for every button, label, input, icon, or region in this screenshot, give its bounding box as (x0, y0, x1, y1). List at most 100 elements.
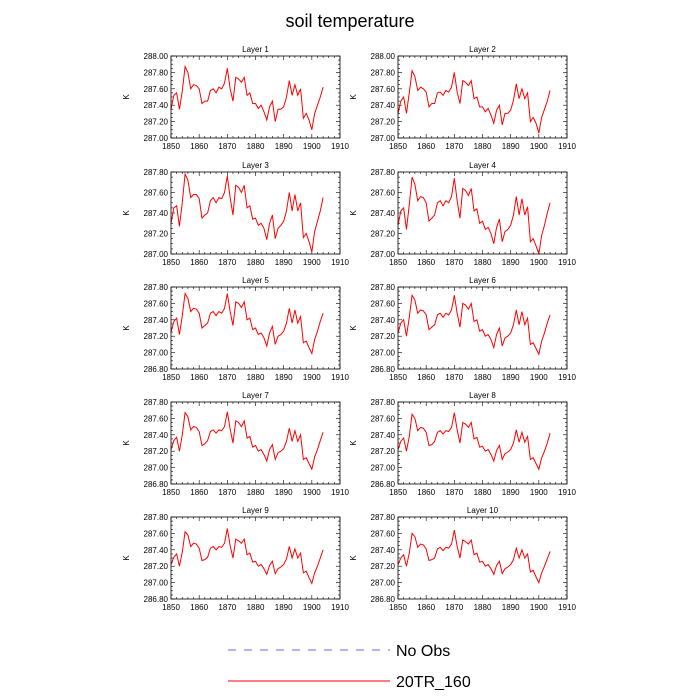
y-tick-label: 287.20 (371, 118, 396, 127)
y-tick-label: 287.20 (144, 447, 169, 456)
x-tick-label: 1890 (275, 603, 293, 612)
y-tick-label: 287.00 (371, 250, 396, 259)
x-tick-label: 1900 (530, 603, 548, 612)
y-axis-label: K (349, 555, 358, 561)
y-tick-label: 287.60 (144, 299, 169, 308)
y-tick-label: 287.60 (371, 299, 396, 308)
y-tick-label: 287.60 (371, 189, 396, 198)
y-tick-label: 287.00 (371, 464, 396, 473)
panel-title: Layer 3 (242, 161, 269, 170)
y-axis-label: K (349, 325, 358, 331)
x-tick-label: 1880 (474, 603, 492, 612)
x-tick-label: 1910 (558, 488, 576, 497)
x-tick-label: 1900 (303, 488, 321, 497)
y-tick-label: 287.80 (371, 68, 396, 77)
y-axis-label: K (349, 210, 358, 216)
x-tick-label: 1850 (389, 373, 407, 382)
y-tick-label: 287.60 (371, 85, 396, 94)
y-tick-label: 288.00 (371, 52, 396, 61)
y-axis-label: K (122, 325, 131, 331)
y-tick-label: 287.40 (371, 101, 396, 110)
x-tick-label: 1900 (303, 258, 321, 267)
series-line-20tr-160 (170, 411, 324, 471)
y-tick-label: 287.80 (371, 513, 396, 522)
x-tick-label: 1880 (474, 258, 492, 267)
x-tick-label: 1900 (530, 142, 548, 151)
y-axis-label: K (122, 440, 131, 446)
x-tick-label: 1890 (502, 488, 520, 497)
series-line-20tr-160 (397, 176, 551, 255)
panel-title: Layer 10 (467, 506, 499, 515)
x-tick-label: 1880 (247, 258, 265, 267)
plot-frame (170, 401, 341, 485)
x-tick-label: 1910 (558, 258, 576, 267)
x-tick-label: 1890 (502, 142, 520, 151)
panel-3: Layer 3 K 1850 1860 1870 1880 1890 1900 1910 287.… (122, 161, 349, 267)
panel-8: Layer 8 K 1850 1860 1870 1880 1890 1900 1910 286.… (349, 391, 576, 497)
panel-title: Layer 7 (242, 391, 269, 400)
x-tick-label: 1850 (162, 488, 180, 497)
x-tick-label: 1860 (417, 373, 435, 382)
x-tick-label: 1900 (530, 258, 548, 267)
y-tick-label: 287.00 (144, 349, 169, 358)
y-tick-label: 287.40 (144, 431, 169, 440)
y-tick-label: 287.00 (371, 579, 396, 588)
y-axis-label: K (122, 555, 131, 561)
y-tick-label: 287.60 (144, 189, 169, 198)
y-tick-label: 287.80 (144, 513, 169, 522)
y-tick-label: 287.20 (144, 118, 169, 127)
x-tick-label: 1860 (417, 258, 435, 267)
y-tick-label: 287.20 (371, 447, 396, 456)
y-tick-label: 287.20 (144, 332, 169, 341)
x-tick-label: 1880 (247, 603, 265, 612)
x-tick-label: 1850 (389, 488, 407, 497)
legend-label-no-obs: No Obs (396, 643, 450, 660)
series-line-20tr-160 (397, 412, 551, 471)
x-tick-label: 1870 (218, 603, 236, 612)
x-tick-label: 1910 (331, 488, 349, 497)
y-tick-label: 287.40 (371, 316, 396, 325)
x-tick-label: 1870 (218, 488, 236, 497)
x-tick-label: 1910 (558, 142, 576, 151)
y-tick-label: 286.80 (371, 480, 396, 489)
plot-frame (397, 516, 568, 600)
y-tick-label: 287.00 (144, 250, 169, 259)
legend: No Obs 20TR_160 (228, 643, 471, 691)
x-tick-label: 1870 (445, 603, 463, 612)
x-tick-label: 1850 (162, 142, 180, 151)
panel-10: Layer 10 K 1850 1860 1870 1880 1890 1900 1910 286… (349, 506, 576, 612)
y-axis-label: K (349, 440, 358, 446)
panel-title: Layer 2 (469, 45, 496, 54)
panel-5: Layer 5 K 1850 1860 1870 1880 1890 1900 1910 286.… (122, 276, 349, 382)
plot-frame (397, 286, 568, 370)
x-tick-label: 1870 (445, 258, 463, 267)
x-tick-label: 1890 (502, 603, 520, 612)
x-tick-label: 1890 (275, 258, 293, 267)
y-tick-label: 287.80 (144, 168, 169, 177)
series-line-20tr-160 (170, 172, 324, 253)
x-tick-label: 1860 (190, 603, 208, 612)
plot-frame (170, 516, 341, 600)
x-tick-label: 1910 (331, 603, 349, 612)
y-tick-label: 287.40 (144, 316, 169, 325)
y-axis-label: K (349, 94, 358, 100)
y-tick-label: 287.40 (144, 546, 169, 555)
series-line-20tr-160 (397, 293, 551, 356)
y-tick-label: 287.80 (144, 68, 169, 77)
x-tick-label: 1880 (474, 142, 492, 151)
y-tick-label: 286.80 (144, 595, 169, 604)
x-tick-label: 1870 (445, 488, 463, 497)
x-tick-label: 1860 (190, 373, 208, 382)
panel-2: Layer 2 K 1850 1860 1870 1880 1890 1900 1910 287.… (349, 45, 576, 151)
plot-frame (397, 171, 568, 255)
x-tick-label: 1860 (190, 142, 208, 151)
x-tick-label: 1910 (558, 603, 576, 612)
x-tick-label: 1870 (218, 258, 236, 267)
y-tick-label: 287.00 (144, 579, 169, 588)
x-tick-label: 1890 (275, 488, 293, 497)
x-tick-label: 1900 (303, 142, 321, 151)
y-tick-label: 287.20 (371, 562, 396, 571)
y-tick-label: 287.40 (371, 209, 396, 218)
y-tick-label: 287.20 (144, 562, 169, 571)
